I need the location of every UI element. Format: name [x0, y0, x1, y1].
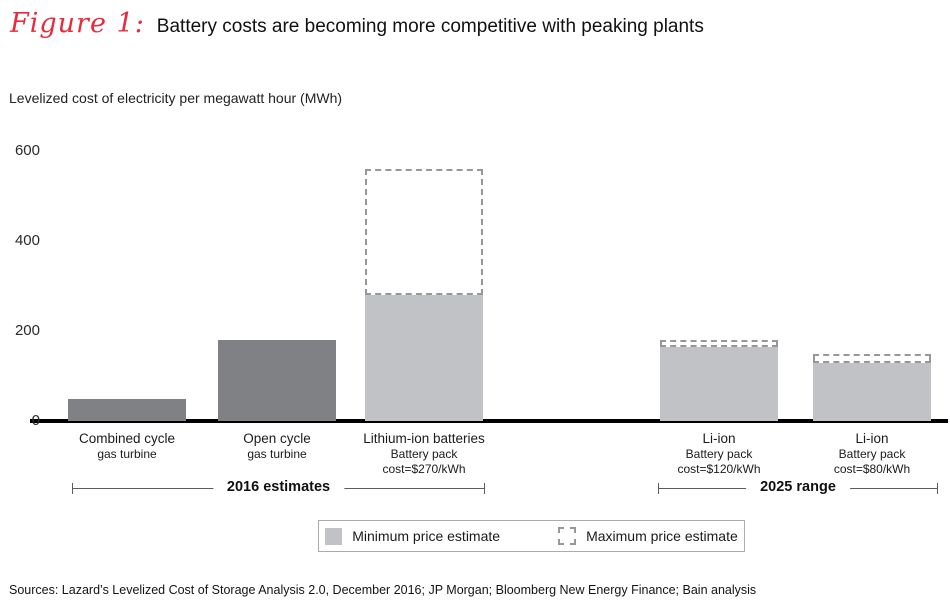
minimum-estimate-swatch-icon [325, 527, 343, 545]
bar-label: Combined cycle gas turbine [27, 430, 227, 462]
bar-label-line: Lithium-ion batteries [363, 431, 485, 446]
bar-min-estimate [68, 399, 186, 421]
bracket-cap [658, 483, 659, 494]
legend-label-maximum: Maximum price estimate [586, 528, 738, 544]
group-bracket: 2025 range [658, 479, 938, 495]
legend-box: Minimum price estimate Maximum price est… [318, 520, 745, 552]
bar-label-line: Battery pack [390, 447, 458, 461]
bracket-cap [72, 483, 73, 494]
bar-max-estimate [813, 353, 931, 363]
bar-label: Open cycle gas turbine [177, 430, 377, 462]
bar-max-estimate [365, 169, 483, 295]
sources-note: Sources: Lazard’s Levelized Cost of Stor… [9, 583, 757, 597]
figure-title: Battery costs are becoming more competit… [156, 16, 704, 37]
group-label: 2016 estimates [212, 479, 345, 495]
legend-label-minimum: Minimum price estimate [352, 528, 501, 544]
bar-max-estimate [660, 340, 778, 347]
bar-label-line: Battery pack [685, 447, 753, 461]
bar-min-estimate [365, 295, 483, 421]
bar-label-line: Battery pack [838, 447, 906, 461]
figure-label: Figure 1: [10, 8, 145, 39]
y-tick-label: 400 [14, 232, 40, 249]
y-tick-label: 200 [14, 322, 40, 339]
legend-item-maximum: Maximum price estimate [558, 527, 738, 545]
bar-label-line: gas turbine [97, 447, 157, 461]
y-axis-unit-label: Levelized cost of electricity per megawa… [9, 90, 343, 106]
bar-label-line: cost=$120/kWh [677, 462, 761, 476]
title-row: Figure 1: Battery costs are becoming mor… [10, 8, 704, 39]
bar-label-line: gas turbine [247, 447, 307, 461]
bar-label: Li-ion Battery pack cost=$80/kWh [772, 430, 950, 477]
group-bracket: 2016 estimates [72, 479, 485, 495]
bar-label-line: cost=$80/kWh [833, 462, 911, 476]
y-tick-label: 600 [14, 142, 40, 159]
x-axis-baseline [30, 419, 948, 423]
bar-label-line: cost=$270/kWh [382, 462, 466, 476]
bracket-cap [484, 483, 485, 494]
bracket-cap [937, 483, 938, 494]
group-label: 2025 range [746, 479, 850, 495]
bar-label-line: Open cycle [243, 431, 311, 446]
bar-min-estimate [813, 362, 931, 421]
bar-min-estimate [660, 346, 778, 421]
bar-label: Lithium-ion batteries Battery pack cost=$2… [324, 430, 524, 477]
bar-label-line: Combined cycle [78, 431, 176, 446]
y-tick-label: 0 [31, 412, 40, 429]
bar-label-line: Li-ion [855, 431, 889, 446]
legend-item-minimum: Minimum price estimate [325, 527, 501, 545]
maximum-estimate-swatch-icon [558, 527, 577, 545]
bar-label-line: Li-ion [702, 431, 736, 446]
bar-label: Li-ion Battery pack cost=$120/kWh [619, 430, 819, 477]
bar-min-estimate [218, 340, 336, 421]
